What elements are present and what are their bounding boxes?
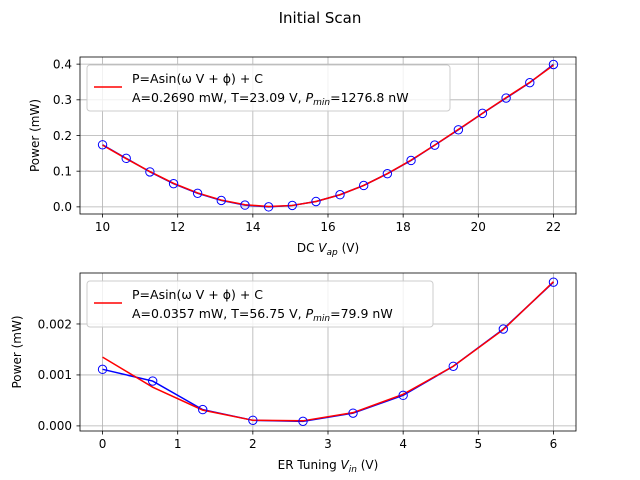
chart-1-data-point	[358, 180, 369, 191]
chart-2-fit-line	[102, 281, 554, 422]
chart-1-data-point	[430, 140, 440, 150]
chart-2-x-tick-label: 2	[249, 437, 257, 451]
chart-2-x-tick-label: 3	[324, 437, 332, 451]
chart-1-data-point	[263, 202, 274, 212]
chart-1-legend-fit-label: P=Asin(ω V + ϕ) + C	[132, 71, 263, 86]
chart-2-data-point	[448, 361, 458, 371]
chart-1-y-tick-label: 0.0	[53, 200, 72, 214]
chart-2-x-axis-label: ER Tuning Vin (V)	[278, 458, 379, 475]
chart-1-data-point	[335, 190, 345, 200]
chart-1-y-tick-label: 0.2	[53, 129, 72, 143]
chart-2-x-tick-label: 0	[99, 437, 107, 451]
chart-1-data-point	[287, 200, 298, 211]
chart-1-legend-params: A=0.2690 mW, T=23.09 V, Pmin=1276.8 nW	[132, 90, 409, 108]
chart-2-data-point	[548, 277, 559, 287]
chart-1-x-tick-label: 22	[546, 220, 561, 234]
chart-1-x-tick-label: 10	[95, 220, 110, 234]
chart-1-y-tick-label: 0.1	[53, 164, 72, 178]
chart-2-x-tick-label: 4	[399, 437, 407, 451]
chart-2-x-tick-label: 1	[174, 437, 182, 451]
chart-1-x-axis-label: DC Vap (V)	[297, 241, 359, 258]
chart-2-data-point	[147, 376, 158, 386]
chart-1-y-axis-label: Power (mW)	[28, 99, 42, 172]
chart-2-data-point	[298, 416, 308, 427]
figure-title: Initial Scan	[279, 9, 362, 27]
chart-1-data-point	[453, 125, 464, 135]
chart-2-data-point	[498, 324, 509, 334]
chart-2-legend: P=Asin(ω V + ϕ) + C A=0.0357 mW, T=56.75…	[86, 280, 434, 328]
chart-1-data-point	[525, 77, 535, 88]
chart-1-data-point	[240, 200, 250, 210]
chart-1-y-tick-label: 0.3	[53, 93, 72, 107]
chart-2-data-point	[97, 364, 108, 375]
chart-1-data-point	[121, 153, 131, 164]
chart-1-data-point	[311, 196, 321, 207]
chart-1-x-tick-label: 12	[170, 220, 185, 234]
chart-2-data-point	[248, 415, 258, 425]
chart-2-data-point	[198, 404, 208, 415]
chart-2-y-tick-label: 0.001	[38, 368, 72, 382]
chart-1-data-point	[501, 93, 511, 103]
chart-1-data-point	[406, 155, 416, 166]
chart-2-data-point	[348, 408, 358, 418]
chart-2-x-tick-label: 6	[550, 437, 558, 451]
chart-1-data-point	[477, 108, 488, 119]
chart-1-data-point	[382, 168, 393, 179]
chart-1-data-point	[168, 178, 179, 189]
chart-1-legend: P=Asin(ω V + ϕ) + C A=0.2690 mW, T=23.09…	[86, 64, 451, 112]
chart-1-data-point	[145, 167, 155, 177]
chart-2-x-tick-label: 5	[474, 437, 482, 451]
chart-1-data-point	[216, 195, 226, 206]
chart-2-legend-fit-label: P=Asin(ω V + ϕ) + C	[132, 287, 263, 302]
chart-1-y-tick-label: 0.4	[53, 57, 72, 71]
chart-1-x-tick-label: 16	[320, 220, 335, 234]
chart-2-y-tick-label: 0.000	[38, 419, 72, 433]
chart-2-legend-box	[86, 280, 434, 328]
bottom-chart-panel: 0 1 2 3 4 5 6 0.000 0.001 0.002 ER Tuning Vin (V) P…	[10, 272, 577, 475]
chart-1-data-point	[548, 59, 559, 70]
top-chart-panel: 10 12 14 16 18 20 22 0.0 0.1 0.2 0.3 0.4 DC Vap (V) P…	[28, 56, 577, 258]
chart-1-legend-box	[86, 64, 451, 112]
chart-1-data-point	[97, 140, 108, 150]
chart-1-x-tick-label: 20	[471, 220, 486, 234]
chart-2-y-tick-label: 0.002	[38, 317, 72, 331]
chart-1-data-point	[192, 188, 203, 199]
chart-2-y-axis-label: Power (mW)	[10, 315, 24, 388]
chart-1-x-tick-label: 18	[396, 220, 411, 234]
chart-2-data-point	[398, 390, 408, 401]
chart-2-legend-params: A=0.0357 mW, T=56.75 V, Pmin=79.9 nW	[132, 306, 393, 324]
chart-1-x-tick-label: 14	[245, 220, 260, 234]
